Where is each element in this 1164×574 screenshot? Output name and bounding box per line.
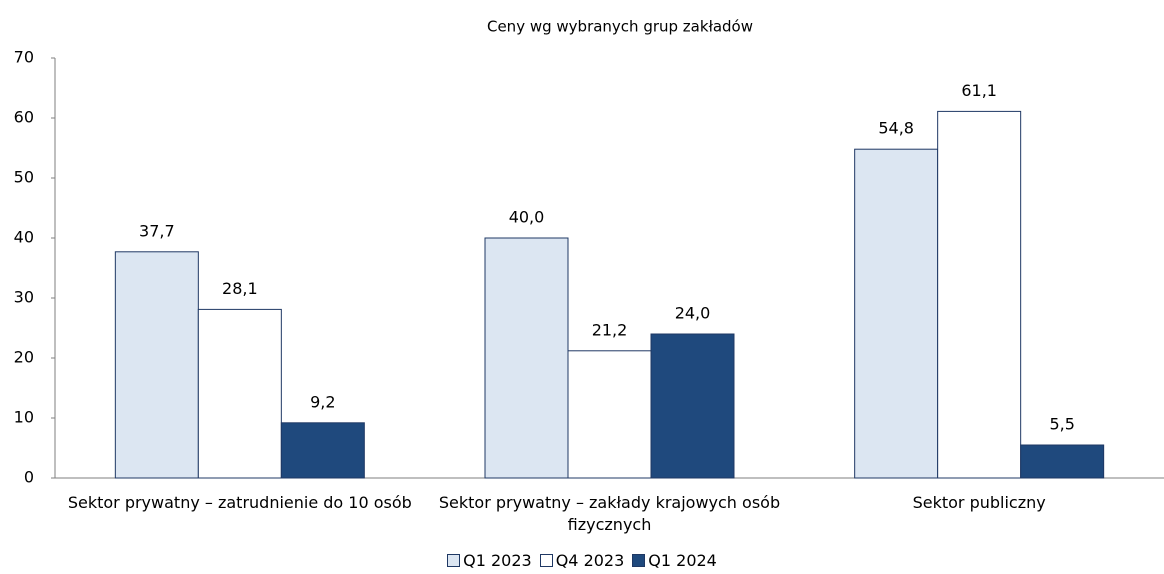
bar — [114, 251, 199, 479]
bar — [854, 148, 939, 479]
value-label: 54,8 — [878, 119, 914, 138]
value-label: 61,1 — [961, 81, 997, 100]
value-label: 21,2 — [592, 320, 628, 339]
value-label: 9,2 — [310, 392, 335, 411]
x-tick-label: Sektor publiczny — [912, 493, 1046, 512]
bar — [280, 422, 365, 479]
legend-swatch — [632, 554, 646, 567]
value-label: 24,0 — [675, 304, 711, 323]
legend: Q1 2023 Q4 2023 Q1 2024 — [0, 551, 1164, 570]
chart-title: Ceny wg wybranych grup zakładów — [487, 18, 753, 36]
value-label: 28,1 — [222, 279, 258, 298]
bar — [1020, 444, 1105, 479]
legend-label: Q1 2023 — [463, 551, 532, 570]
y-tick-label: 10 — [14, 408, 34, 427]
y-tick-label: 0 — [24, 468, 34, 487]
y-tick-label: 70 — [14, 48, 34, 67]
legend-label: Q4 2023 — [555, 551, 625, 570]
y-tick-label: 50 — [14, 168, 34, 187]
y-tick-label: 60 — [14, 108, 34, 127]
value-label: 40,0 — [509, 208, 545, 227]
value-label: 37,7 — [139, 221, 175, 240]
bar — [197, 308, 282, 479]
y-tick-label: 40 — [14, 228, 34, 247]
value-label: 5,5 — [1049, 415, 1074, 434]
legend-item: Q1 2023 — [447, 551, 532, 570]
legend-item: Q4 2023 — [539, 551, 625, 570]
legend-swatch — [539, 554, 553, 567]
legend-swatch — [447, 554, 461, 567]
x-tick-label: Sektor prywatny – zakłady krajowych osób… — [438, 493, 781, 534]
bar — [650, 333, 735, 479]
legend-item: Q1 2024 — [632, 551, 717, 570]
bar — [567, 350, 652, 479]
bar — [484, 237, 569, 479]
y-tick-label: 20 — [14, 348, 34, 367]
bar — [937, 110, 1022, 479]
legend-label: Q1 2024 — [648, 551, 717, 570]
x-tick-label: Sektor prywatny – zatrudnienie do 10 osó… — [67, 493, 412, 512]
y-tick-label: 30 — [14, 288, 34, 307]
